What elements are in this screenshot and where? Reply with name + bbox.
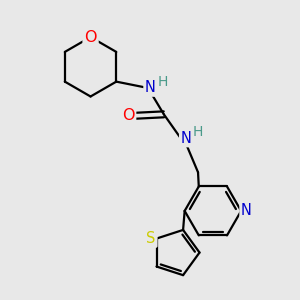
Text: O: O	[122, 108, 134, 123]
Text: O: O	[84, 30, 97, 45]
Text: N: N	[241, 203, 252, 218]
Text: N: N	[145, 80, 156, 95]
Text: H: H	[157, 75, 168, 88]
Text: N: N	[181, 130, 192, 146]
Text: S: S	[146, 231, 156, 246]
Text: H: H	[193, 125, 203, 139]
